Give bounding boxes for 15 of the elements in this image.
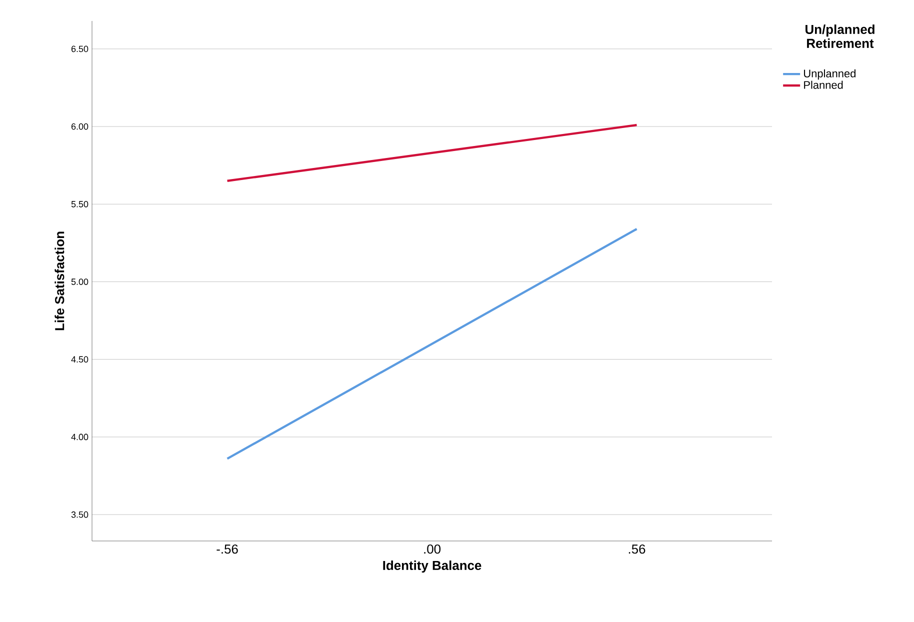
x-axis-title: Identity Balance bbox=[383, 560, 482, 573]
x-tick-label: .56 bbox=[628, 544, 646, 554]
y-tick-label: 4.00 bbox=[71, 434, 88, 440]
x-tick-label: .00 bbox=[424, 544, 441, 554]
y-tick-label: 6.00 bbox=[71, 123, 88, 130]
legend-title: Un/planned Retirement bbox=[806, 24, 874, 48]
y-tick-label: 4.50 bbox=[71, 356, 88, 363]
y-tick-label: 5.00 bbox=[71, 278, 88, 285]
legend-label: Unplanned bbox=[804, 69, 856, 80]
legend-label: Planned bbox=[804, 80, 843, 89]
y-axis-title: Life Satisfaction bbox=[54, 232, 64, 330]
y-tick-label: 3.50 bbox=[71, 511, 88, 518]
y-tick-label: 6.50 bbox=[71, 46, 88, 52]
x-tick-label: -.56 bbox=[216, 544, 238, 554]
y-tick-label: 5.50 bbox=[71, 200, 88, 208]
